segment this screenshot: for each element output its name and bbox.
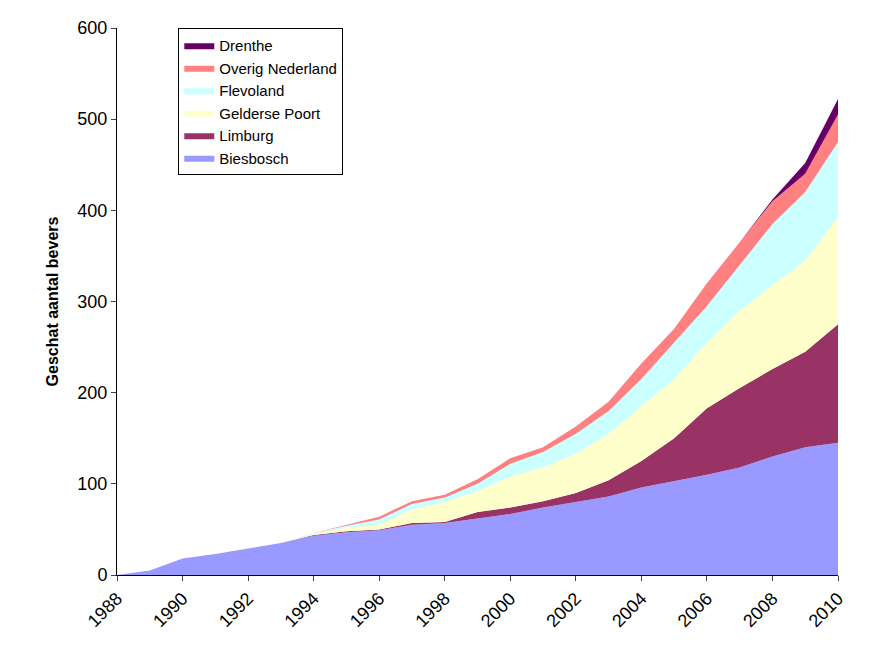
- svg-text:Geschat aantal bevers: Geschat aantal bevers: [44, 216, 61, 386]
- svg-text:Overig Nederland: Overig Nederland: [219, 60, 337, 77]
- svg-text:Flevoland: Flevoland: [219, 82, 284, 99]
- svg-text:2008: 2008: [739, 589, 781, 631]
- svg-text:Biesbosch: Biesbosch: [219, 150, 288, 167]
- svg-text:600: 600: [77, 18, 107, 38]
- svg-text:1988: 1988: [84, 589, 126, 631]
- svg-text:2010: 2010: [805, 589, 847, 631]
- svg-text:2002: 2002: [543, 589, 585, 631]
- svg-text:2004: 2004: [608, 589, 650, 631]
- svg-text:1998: 1998: [411, 589, 453, 631]
- svg-text:1992: 1992: [215, 589, 257, 631]
- svg-text:1990: 1990: [149, 589, 191, 631]
- svg-text:2000: 2000: [477, 589, 519, 631]
- svg-text:Limburg: Limburg: [219, 127, 273, 144]
- svg-text:300: 300: [77, 292, 107, 312]
- svg-text:400: 400: [77, 201, 107, 221]
- svg-text:Gelderse Poort: Gelderse Poort: [219, 105, 321, 122]
- svg-text:0: 0: [97, 565, 107, 585]
- svg-text:100: 100: [77, 474, 107, 494]
- svg-text:500: 500: [77, 109, 107, 129]
- svg-text:Drenthe: Drenthe: [219, 37, 272, 54]
- svg-text:200: 200: [77, 383, 107, 403]
- svg-text:2006: 2006: [674, 589, 716, 631]
- svg-text:1996: 1996: [346, 589, 388, 631]
- svg-text:1994: 1994: [280, 589, 322, 631]
